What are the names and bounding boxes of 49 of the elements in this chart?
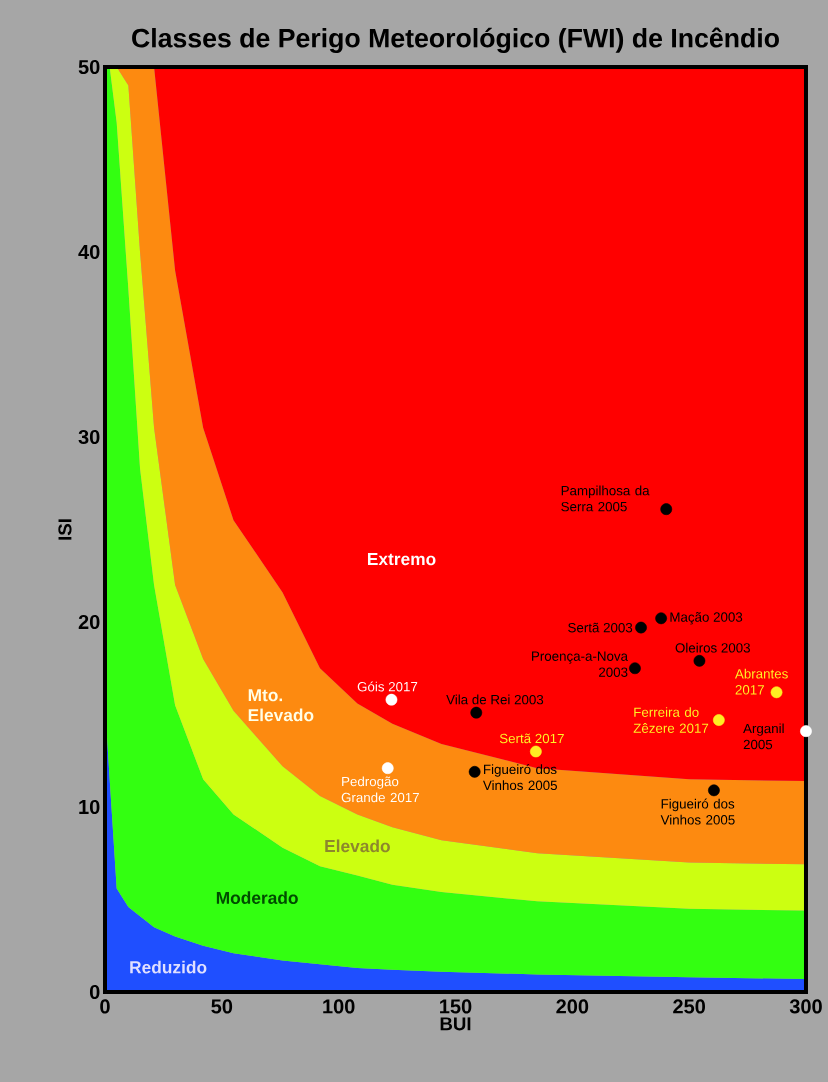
point bbox=[470, 706, 483, 719]
y-tick-label: 40 bbox=[78, 244, 100, 260]
annotation: Extremo bbox=[367, 553, 436, 566]
y-axis-title: ISI bbox=[58, 519, 72, 540]
annotation: Pampilhosa da Serra 2005 bbox=[561, 485, 650, 512]
y-tick-label: 30 bbox=[78, 429, 100, 445]
point bbox=[693, 654, 706, 667]
x-tick-label: 100 bbox=[323, 999, 355, 1014]
point bbox=[629, 662, 641, 675]
annotation: Sertã 2003 bbox=[568, 622, 633, 633]
annotation: Figueiró dos Vinhos 2005 bbox=[482, 764, 557, 791]
y-tick-label: 20 bbox=[78, 614, 100, 630]
annotation: Abrantes 2017 bbox=[734, 668, 788, 695]
annotation: Oleiros 2003 bbox=[675, 642, 750, 653]
x-axis-title: BUI bbox=[440, 1017, 471, 1031]
point bbox=[635, 621, 647, 634]
point bbox=[468, 765, 481, 778]
annotation: Arganil 2005 bbox=[743, 723, 784, 750]
point bbox=[800, 725, 812, 738]
point bbox=[655, 612, 667, 625]
annotation: Ferreira do Zêzere 2017 bbox=[633, 707, 709, 733]
point bbox=[712, 714, 725, 726]
x-tick-label: 250 bbox=[673, 999, 705, 1014]
y-tick-label: 0 bbox=[89, 984, 100, 1000]
annotation: Mação 2003 bbox=[670, 612, 743, 625]
x-tick-label: 0 bbox=[100, 999, 110, 1014]
point bbox=[770, 686, 783, 699]
point bbox=[708, 784, 720, 797]
annotation: Elevado bbox=[325, 839, 390, 853]
annotation: Góis 2017 bbox=[357, 681, 418, 692]
annotation: Sertã 2017 bbox=[499, 733, 564, 744]
point bbox=[381, 762, 394, 775]
x-tick-label: 300 bbox=[789, 999, 822, 1014]
x-tick-label: 150 bbox=[440, 999, 472, 1014]
annotation: Pedrogão Grande 2017 bbox=[341, 776, 419, 803]
y-tick-label: 50 bbox=[78, 59, 100, 75]
point bbox=[385, 693, 398, 706]
annotation: Reduzido bbox=[130, 960, 207, 974]
annotation: Mto. Elevado bbox=[248, 689, 314, 722]
annotation: Proença-a-Nova 2003 bbox=[532, 651, 629, 677]
y-tick-label: 10 bbox=[79, 799, 100, 815]
point bbox=[660, 503, 673, 516]
annotation: Vila de Rei 2003 bbox=[446, 694, 544, 705]
annotation: Figueiró dos Vinhos 2005 bbox=[660, 798, 735, 825]
point bbox=[530, 745, 542, 758]
x-tick-label: 200 bbox=[556, 999, 589, 1014]
x-tick-label: 50 bbox=[211, 999, 233, 1014]
chart-title: Classes de Perigo Meteorológico (FWI) de Incêndio bbox=[132, 27, 779, 53]
annotation: Moderado bbox=[216, 891, 298, 904]
